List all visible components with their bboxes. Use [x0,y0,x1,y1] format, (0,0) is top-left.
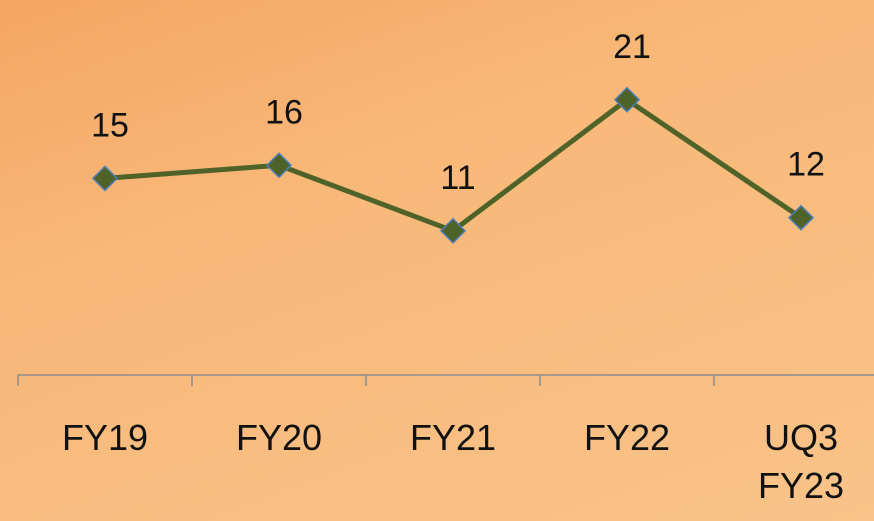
x-tick-label: FY20 [235,417,323,458]
marker [439,217,467,244]
marker [613,86,641,113]
data-label: 12 [787,146,825,184]
marker [787,204,815,231]
data-label: 11 [440,159,475,197]
x-tick-label: FY19 [61,417,149,458]
x-tick-label: FY21 [409,417,497,458]
marker [91,165,119,192]
data-label: 16 [265,93,303,131]
data-label: 15 [91,106,129,144]
data-label: 21 [613,28,651,66]
x-tick-label: UQ3 FY23 [757,417,845,506]
marker [265,152,293,179]
x-tick-label: FY22 [583,417,671,458]
